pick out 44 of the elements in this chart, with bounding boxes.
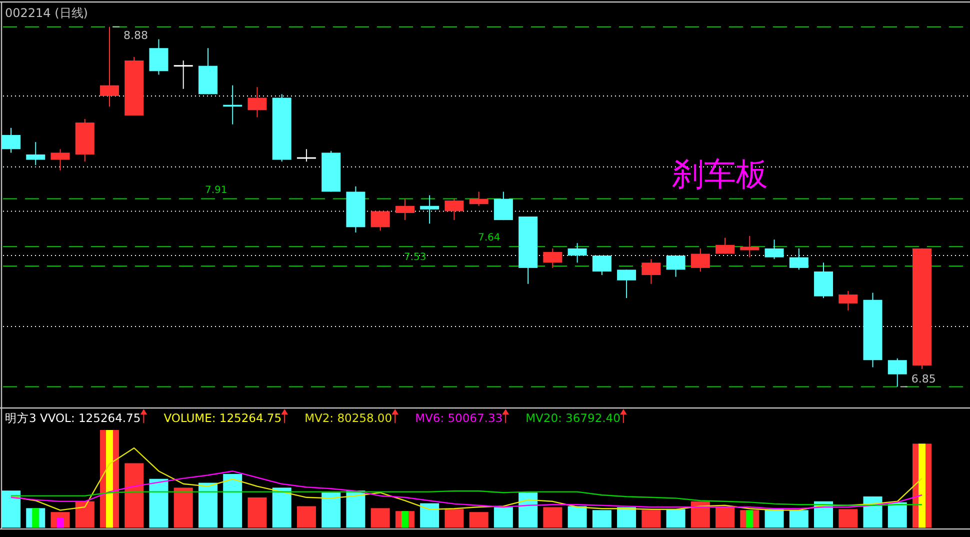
bar bbox=[248, 497, 267, 528]
bar bbox=[322, 492, 341, 528]
bar bbox=[296, 506, 316, 528]
bar bbox=[149, 478, 168, 528]
bar bbox=[838, 509, 858, 528]
ref-line-label: 7.91 bbox=[205, 184, 228, 196]
bar bbox=[690, 501, 710, 528]
bar bbox=[592, 510, 612, 528]
text: MV2: 80258.00 bbox=[304, 411, 392, 425]
text: MV6: 50067.33 bbox=[415, 411, 503, 425]
chart-title: 明方3 VVOL: 125264.75 bbox=[5, 411, 141, 425]
bar bbox=[272, 488, 292, 528]
chart-title: 002214 (日线) bbox=[5, 6, 88, 20]
bar bbox=[716, 507, 735, 528]
bar bbox=[56, 518, 64, 528]
bar bbox=[642, 510, 661, 528]
bar bbox=[617, 507, 636, 528]
bar bbox=[223, 474, 242, 528]
ref-line-label: 7.64 bbox=[478, 232, 500, 244]
ref-line-label: 7.53 bbox=[404, 252, 426, 264]
bar bbox=[666, 509, 686, 528]
annotation: 8.88 bbox=[123, 28, 148, 42]
bar bbox=[494, 507, 513, 528]
bar bbox=[863, 496, 882, 528]
bar bbox=[469, 512, 488, 528]
bar bbox=[789, 510, 808, 528]
annotation: 6.85 bbox=[911, 372, 936, 386]
bar bbox=[124, 463, 144, 528]
bar bbox=[420, 503, 440, 528]
bar bbox=[764, 509, 784, 528]
annotation: 刹车板 bbox=[672, 155, 768, 193]
bar bbox=[2, 490, 20, 528]
bar bbox=[568, 506, 587, 528]
bar bbox=[346, 490, 366, 528]
bar bbox=[198, 482, 218, 528]
bar bbox=[75, 501, 94, 528]
bar bbox=[370, 508, 390, 528]
text: MV20: 36792.40 bbox=[526, 411, 620, 425]
bar bbox=[888, 502, 907, 528]
bar bbox=[543, 507, 562, 528]
legend-label: VOLUME: 125264.75 bbox=[164, 411, 282, 425]
bar bbox=[518, 492, 538, 528]
bar bbox=[174, 488, 193, 528]
bar bbox=[444, 509, 464, 528]
